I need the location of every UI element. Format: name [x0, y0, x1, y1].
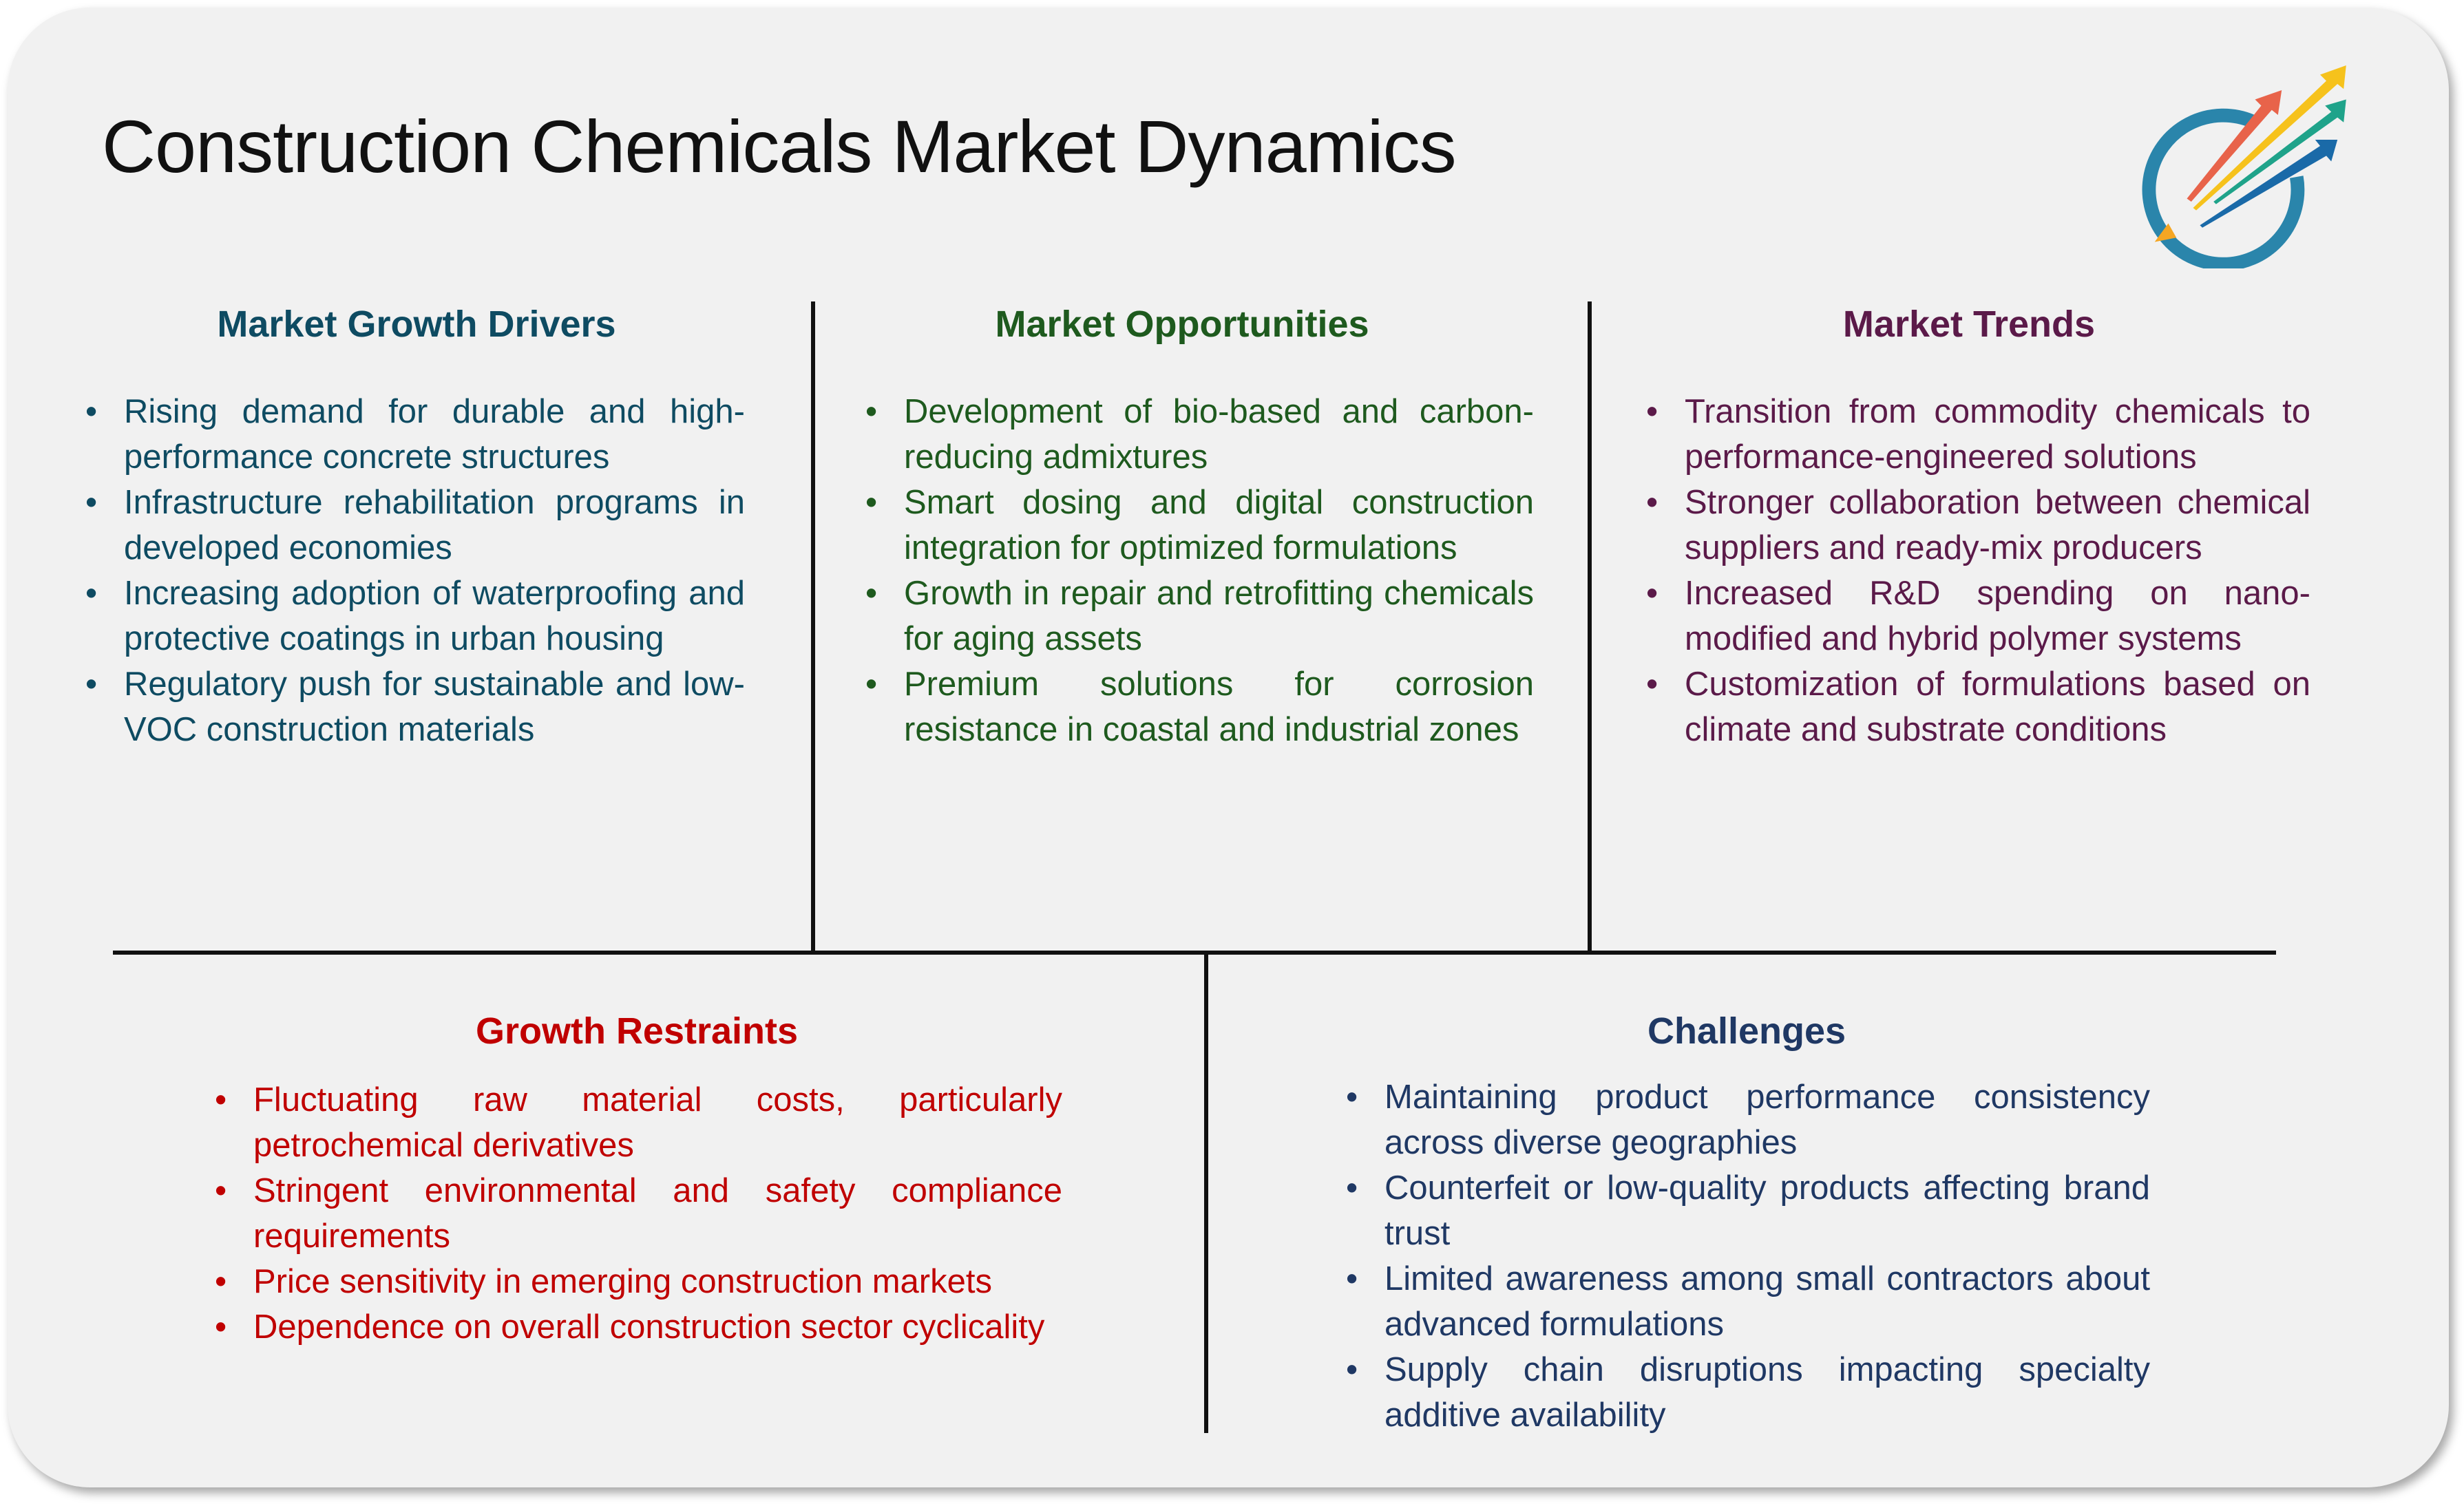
- bullet-icon: •: [1646, 393, 1659, 430]
- bullet-icon: •: [1646, 666, 1659, 703]
- list-item: • Development of bio-based and carbon-red…: [865, 389, 1534, 480]
- divider-vertical-2: [1588, 301, 1592, 954]
- bullet-icon: •: [215, 1263, 227, 1300]
- bullet-icon: •: [865, 484, 878, 521]
- list-item: • Counterfeit or low-quality products aff…: [1346, 1165, 2150, 1256]
- list-item: • Limited awareness among small contracto…: [1346, 1256, 2150, 1347]
- list-item: • Stringent environmental and safety comp…: [215, 1168, 1062, 1259]
- trends-list: • Transition from commodity chemicals to …: [1646, 389, 2310, 752]
- bullet-icon: •: [1346, 1260, 1358, 1297]
- bullet-icon: •: [85, 393, 98, 430]
- list-item: • Transition from commodity chemicals to …: [1646, 389, 2310, 480]
- drivers-heading: Market Growth Drivers: [217, 304, 616, 345]
- divider-vertical-bottom: [1204, 951, 1208, 1433]
- bullet-icon: •: [1346, 1079, 1358, 1116]
- list-item: • Price sensitivity in emerging construct…: [215, 1259, 1062, 1304]
- rising-arrows-logo-icon: [2142, 65, 2346, 268]
- divider-horizontal: [113, 951, 2276, 955]
- list-item: • Infrastructure rehabilitation programs …: [85, 480, 745, 571]
- list-item: • Rising demand for durable and high-perf…: [85, 389, 745, 480]
- logo-arrow-red: [2187, 90, 2282, 202]
- trends-heading: Market Trends: [1842, 304, 2096, 345]
- divider-vertical-1: [811, 301, 815, 954]
- list-item: • Increased R&D spending on nano-modified…: [1646, 571, 2310, 661]
- bullet-icon: •: [1646, 575, 1659, 612]
- bullet-icon: •: [215, 1308, 227, 1346]
- restraints-list: • Fluctuating raw material costs, particu…: [215, 1077, 1062, 1350]
- list-item: • Maintaining product performance consist…: [1346, 1074, 2150, 1165]
- list-item: • Growth in repair and retrofitting chemi…: [865, 571, 1534, 661]
- list-item: • Supply chain disruptions impacting spec…: [1346, 1347, 2150, 1438]
- logo-triangle: [2154, 223, 2177, 242]
- bullet-icon: •: [1346, 1351, 1358, 1388]
- challenges-list: • Maintaining product performance consist…: [1346, 1074, 2150, 1438]
- challenges-heading: Challenges: [1647, 1010, 1846, 1052]
- dynamics-card: [8, 8, 2449, 1487]
- list-item: • Fluctuating raw material costs, particu…: [215, 1077, 1062, 1168]
- drivers-list: • Rising demand for durable and high-perf…: [85, 389, 745, 752]
- bullet-icon: •: [85, 666, 98, 703]
- list-item: • Customization of formulations based on …: [1646, 661, 2310, 752]
- opportunities-list: • Development of bio-based and carbon-red…: [865, 389, 1534, 752]
- bullet-icon: •: [1646, 484, 1659, 521]
- bullet-icon: •: [865, 575, 878, 612]
- opportunities-heading: Market Opportunities: [995, 304, 1369, 345]
- bullet-icon: •: [85, 575, 98, 612]
- logo-arrow-yellow: [2193, 65, 2346, 211]
- list-item: • Regulatory push for sustainable and low…: [85, 661, 745, 752]
- bullet-icon: •: [215, 1081, 227, 1118]
- page-title: Construction Chemicals Market Dynamics: [102, 105, 1457, 188]
- list-item: • Stronger collaboration between chemical…: [1646, 480, 2310, 571]
- list-item: • Premium solutions for corrosion resista…: [865, 661, 1534, 752]
- list-item: • Dependence on overall construction sect…: [215, 1304, 1062, 1350]
- bullet-icon: •: [865, 393, 878, 430]
- restraints-heading: Growth Restraints: [475, 1010, 799, 1052]
- list-item: • Increasing adoption of waterproofing an…: [85, 571, 745, 661]
- bullet-icon: •: [1346, 1169, 1358, 1207]
- bullet-icon: •: [85, 484, 98, 521]
- list-item: • Smart dosing and digital construction i…: [865, 480, 1534, 571]
- logo-arrow-blue: [2200, 140, 2338, 228]
- bullet-icon: •: [865, 666, 878, 703]
- bullet-icon: •: [215, 1172, 227, 1209]
- logo-arrow-green: [2213, 99, 2346, 204]
